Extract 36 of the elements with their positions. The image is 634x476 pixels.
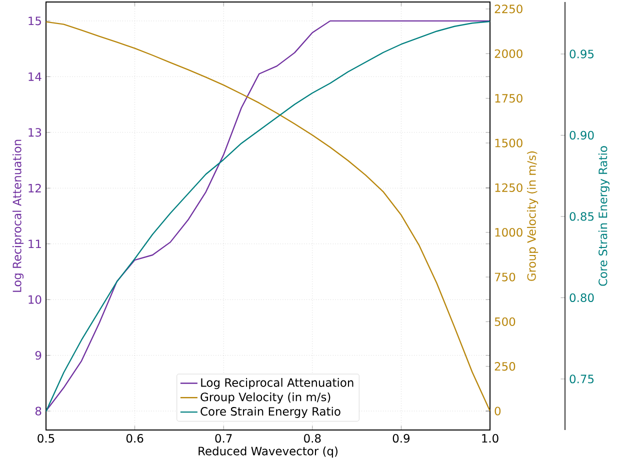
y2-tick-label: 1000 — [495, 228, 522, 237]
legend-label: Group Velocity (in m/s) — [200, 392, 330, 404]
y3-axis-title: Core Strain Energy Ratio — [598, 146, 610, 286]
x-tick-label: 0.7 — [215, 434, 232, 443]
y3-tick-label: 0.95 — [570, 50, 594, 58]
x-tick-label: 0.9 — [392, 434, 410, 443]
y-tick-label: 9 — [35, 350, 42, 360]
y-tick-label: 11 — [28, 240, 41, 248]
legend-label: Log Reciprocal Attenuation — [201, 378, 354, 390]
y3-tick-label: 0.80 — [570, 293, 594, 302]
x-tick-label: 0.6 — [126, 434, 144, 443]
y-tick-label: 14 — [28, 72, 42, 81]
y2-tick-label: 0 — [494, 406, 501, 416]
y-tick-label: 10 — [28, 295, 42, 304]
y2-axis-title: Group Velocity (in m/s) — [527, 151, 538, 281]
y2-tick-label: 250 — [494, 362, 516, 371]
x-tick-label: 0.8 — [304, 434, 321, 443]
x-tick-label: 1.0 — [482, 434, 498, 443]
x-tick-label: 0.5 — [38, 434, 54, 443]
y-tick-label: 8 — [35, 406, 42, 416]
y-tick-label: 13 — [28, 128, 42, 137]
y2-tick-label: 500 — [494, 317, 516, 326]
y2-tick-label: 1250 — [495, 183, 522, 192]
y2-tick-label: 750 — [494, 272, 516, 282]
y3-tick-label: 0.90 — [570, 130, 594, 140]
legend-label: Core Strain Energy Ratio — [200, 406, 340, 418]
y3-tick-label: 0.75 — [570, 374, 594, 384]
y2-tick-label: 2000 — [494, 49, 522, 58]
x-axis-title: Reduced Wavevector (q) — [198, 446, 338, 458]
y2-tick-label: 2250 — [494, 4, 522, 14]
y-tick-label: 12 — [28, 184, 41, 192]
y-tick-label: 15 — [28, 16, 41, 26]
y-axis-title: Log Reciprocal Attenuation — [12, 140, 24, 292]
y3-tick-label: 0.85 — [570, 212, 594, 221]
y2-tick-label: 1500 — [495, 138, 522, 148]
y2-tick-label: 1750 — [495, 94, 522, 103]
